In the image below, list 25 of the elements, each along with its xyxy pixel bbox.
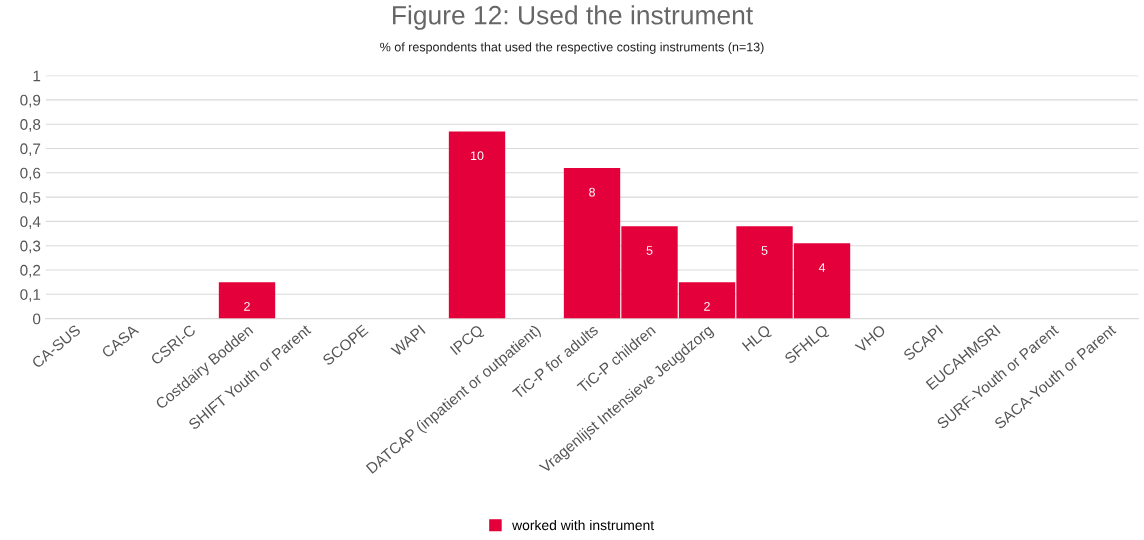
annotation: 2 — [704, 301, 710, 311]
annotation: 8 — [589, 187, 595, 197]
annotation: 2 — [244, 301, 250, 311]
y-tick-label: 0,3 — [20, 240, 41, 254]
y-tick-label: 0,5 — [20, 191, 41, 205]
y-tick-label: 0,8 — [20, 119, 41, 132]
y-tick-label: 0,7 — [20, 143, 41, 156]
chart-title: Figure 12: Used the instrument — [393, 5, 753, 30]
annotation: 5 — [646, 246, 653, 255]
y-tick-label: 0,6 — [20, 167, 41, 181]
y-tick-label: 0,9 — [20, 94, 41, 108]
annotation: 10 — [471, 151, 484, 161]
annotation: 4 — [818, 263, 826, 272]
chart-subtitle: % of respondents that used the respective costing instruments (n=13) — [380, 42, 764, 54]
x-tick-label: HLQ — [741, 324, 773, 354]
y-tick-label: 0 — [33, 313, 41, 325]
bar — [448, 131, 506, 319]
y-tick-label: 1 — [33, 70, 41, 82]
annotation: 5 — [761, 246, 768, 255]
y-tick-label: 0,2 — [20, 264, 41, 278]
legend-label: worked with instrument — [512, 519, 655, 531]
bar — [218, 282, 276, 319]
x-tick-label: VHO — [854, 324, 887, 354]
y-tick-label: 0,1 — [20, 289, 41, 302]
y-tick-label: 0,4 — [20, 216, 41, 229]
